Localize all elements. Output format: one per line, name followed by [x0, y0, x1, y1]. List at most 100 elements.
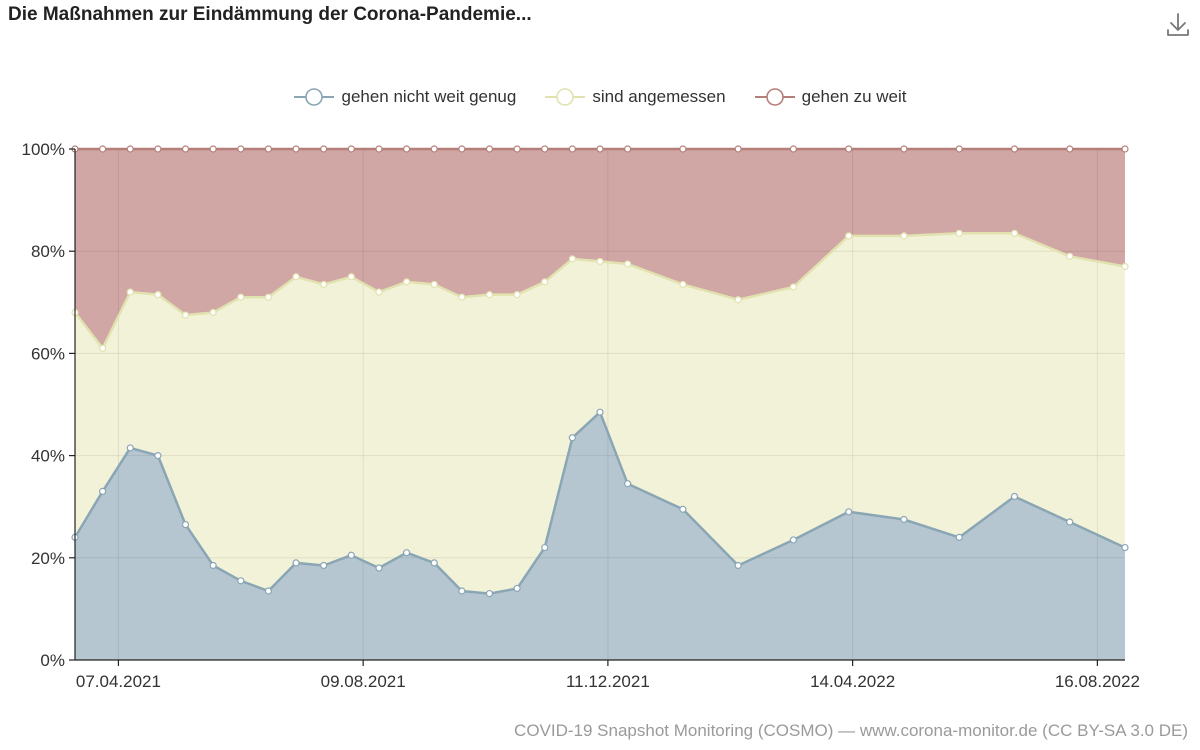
data-point[interactable] — [955, 145, 963, 153]
data-point[interactable] — [1121, 543, 1129, 552]
data-point[interactable] — [154, 145, 162, 153]
data-point[interactable] — [679, 505, 687, 513]
data-point[interactable] — [624, 480, 632, 488]
data-point[interactable] — [320, 280, 328, 289]
data-point[interactable] — [513, 584, 521, 593]
data-point[interactable] — [541, 278, 549, 286]
data-point[interactable] — [181, 520, 190, 529]
data-point[interactable] — [375, 564, 383, 572]
data-point[interactable] — [402, 549, 411, 557]
data-point[interactable] — [541, 543, 549, 552]
data-point[interactable] — [209, 308, 217, 317]
data-point[interactable] — [955, 533, 963, 541]
y-tick-label: 80% — [31, 242, 65, 261]
legend: gehen nicht weit genug sind angemessen geh… — [0, 86, 1200, 108]
data-point[interactable] — [734, 561, 742, 570]
data-point[interactable] — [181, 145, 190, 153]
data-point[interactable] — [264, 587, 273, 595]
data-point[interactable] — [402, 145, 411, 153]
legend-item[interactable]: gehen nicht weit genug — [293, 86, 516, 108]
data-point[interactable] — [596, 408, 604, 416]
data-point[interactable] — [624, 260, 632, 268]
data-point[interactable] — [292, 559, 300, 567]
data-point[interactable] — [430, 559, 438, 567]
data-point[interactable] — [845, 508, 853, 516]
data-point[interactable] — [568, 255, 576, 263]
data-point[interactable] — [900, 232, 908, 240]
data-point[interactable] — [789, 283, 798, 291]
data-point[interactable] — [292, 273, 300, 281]
data-point[interactable] — [402, 278, 411, 286]
data-point[interactable] — [209, 561, 217, 570]
data-point[interactable] — [126, 444, 134, 452]
source-credit: COVID-19 Snapshot Monitoring (COSMO) — w… — [514, 721, 1188, 740]
data-point[interactable] — [485, 145, 494, 153]
data-point[interactable] — [320, 561, 328, 570]
data-point[interactable] — [1066, 145, 1074, 153]
data-point[interactable] — [1066, 252, 1074, 260]
data-point[interactable] — [789, 536, 798, 544]
data-point[interactable] — [237, 293, 245, 301]
y-tick-label: 0% — [40, 651, 65, 670]
data-point[interactable] — [209, 145, 217, 153]
download-icon[interactable] — [1163, 10, 1193, 40]
data-point[interactable] — [1010, 229, 1019, 237]
data-point[interactable] — [845, 232, 853, 240]
data-point[interactable] — [347, 145, 355, 153]
data-point[interactable] — [734, 145, 742, 153]
legend-item[interactable]: gehen zu weit — [754, 86, 907, 108]
data-point[interactable] — [679, 145, 687, 153]
area-1 — [75, 233, 1125, 594]
data-point[interactable] — [430, 145, 438, 153]
y-tick-label: 100% — [22, 140, 65, 159]
data-point[interactable] — [485, 291, 494, 299]
data-point[interactable] — [237, 577, 245, 585]
data-point[interactable] — [375, 145, 383, 153]
data-point[interactable] — [624, 145, 632, 153]
legend-item[interactable]: sind angemessen — [544, 86, 726, 108]
data-point[interactable] — [320, 145, 328, 153]
data-point[interactable] — [126, 288, 134, 296]
data-point[interactable] — [734, 296, 742, 304]
data-point[interactable] — [458, 145, 466, 153]
data-point[interactable] — [237, 145, 245, 153]
data-point[interactable] — [596, 257, 604, 266]
data-point[interactable] — [1010, 145, 1019, 153]
data-point[interactable] — [154, 452, 162, 460]
series-line-1 — [74, 232, 1126, 350]
data-point[interactable] — [375, 288, 383, 296]
data-point[interactable] — [264, 293, 273, 301]
data-point[interactable] — [513, 291, 521, 299]
data-point[interactable] — [1010, 492, 1019, 501]
data-point[interactable] — [154, 291, 162, 299]
data-point[interactable] — [568, 145, 576, 153]
data-point[interactable] — [292, 145, 300, 153]
data-point[interactable] — [99, 487, 107, 495]
data-point[interactable] — [789, 145, 798, 153]
data-point[interactable] — [513, 145, 521, 153]
data-point[interactable] — [1121, 145, 1129, 153]
data-point[interactable] — [541, 145, 549, 153]
data-point[interactable] — [679, 280, 687, 289]
data-point[interactable] — [900, 145, 908, 153]
data-point[interactable] — [955, 229, 963, 237]
data-point[interactable] — [99, 344, 107, 352]
data-point[interactable] — [181, 311, 190, 319]
data-point[interactable] — [126, 145, 134, 153]
data-point[interactable] — [347, 551, 355, 559]
data-point[interactable] — [568, 434, 576, 442]
data-point[interactable] — [485, 589, 494, 598]
data-point[interactable] — [1066, 518, 1074, 526]
data-point[interactable] — [347, 273, 355, 281]
data-point[interactable] — [845, 145, 853, 153]
data-point[interactable] — [458, 587, 466, 595]
data-point[interactable] — [596, 145, 604, 153]
data-point[interactable] — [430, 280, 438, 289]
data-point[interactable] — [1121, 262, 1129, 271]
data-point[interactable] — [900, 515, 908, 524]
area-2 — [75, 149, 1125, 349]
data-point[interactable] — [99, 145, 107, 153]
data-point[interactable] — [264, 145, 273, 153]
data-point[interactable] — [458, 293, 466, 301]
